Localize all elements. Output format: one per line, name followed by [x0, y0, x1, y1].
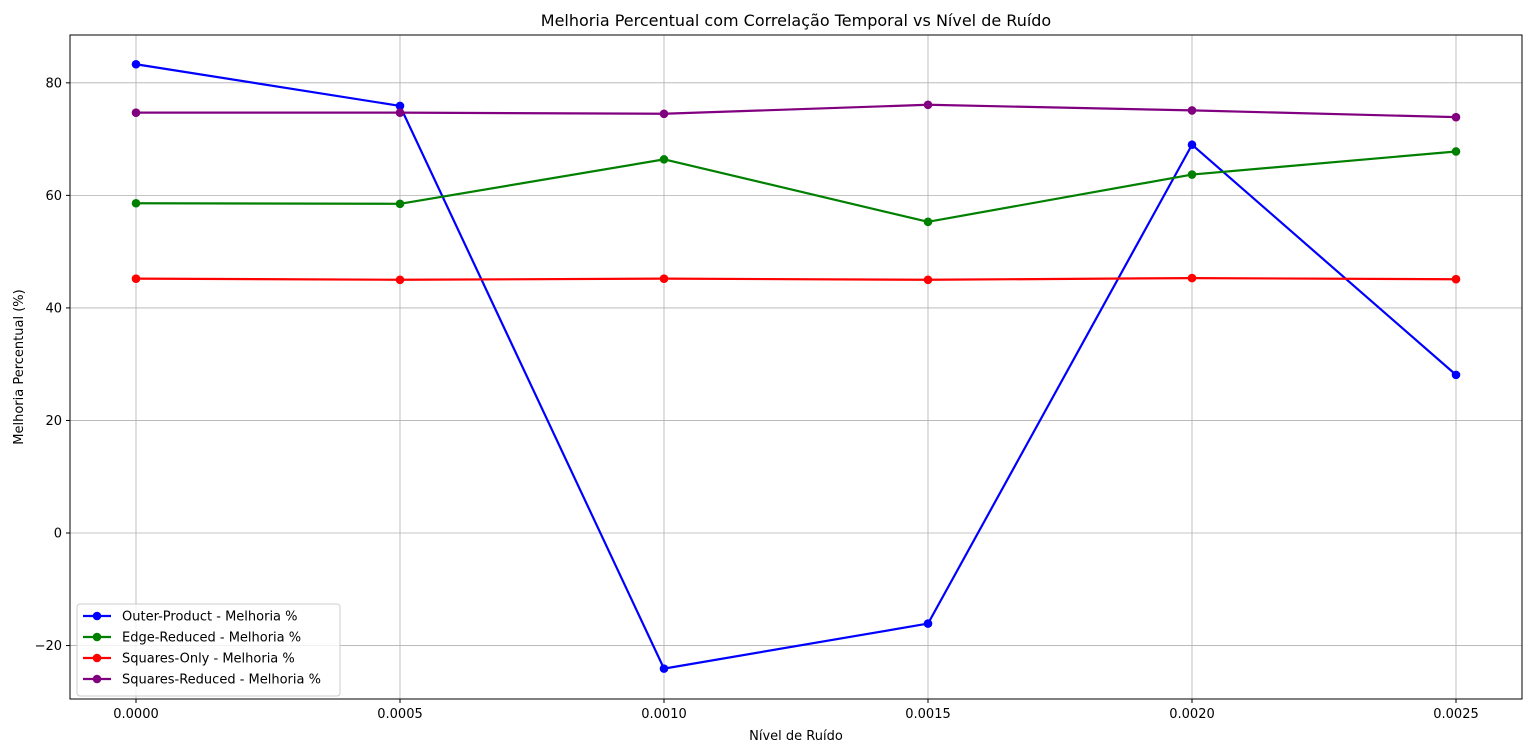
y-tick-label: 0	[54, 527, 62, 542]
x-tick-label: 0.0015	[905, 707, 951, 722]
y-tick-label: −20	[35, 639, 62, 654]
data-point	[1187, 106, 1197, 115]
data-point	[1451, 147, 1461, 156]
data-point	[131, 59, 141, 69]
data-point	[923, 619, 933, 628]
data-point	[395, 275, 405, 285]
data-point	[659, 664, 669, 673]
legend: Outer-Product - Melhoria % Edge-Reduced -…	[76, 603, 341, 697]
data-point	[131, 108, 141, 117]
data-point	[395, 101, 405, 111]
data-point	[1451, 274, 1461, 284]
data-point	[923, 100, 933, 110]
data-point	[395, 108, 405, 117]
x-tick-label: 0.0005	[377, 707, 423, 722]
y-tick-label: 60	[45, 189, 62, 204]
legend-label: Edge-Reduced - Melhoria %	[122, 631, 301, 646]
series-layer	[131, 59, 1461, 673]
data-point	[131, 198, 141, 208]
legend-entry: Outer-Product - Melhoria %	[83, 610, 298, 625]
legend-entry: Squares-Reduced - Melhoria %	[83, 673, 321, 688]
y-axis-title: Melhoria Percentual (%)	[12, 289, 27, 444]
chart-title: Melhoria Percentual com Correlação Tempo…	[541, 11, 1051, 30]
data-point	[131, 274, 141, 283]
data-point	[659, 155, 669, 164]
y-tick-label: 20	[45, 414, 62, 429]
x-tick-label: 0.0000	[113, 707, 159, 722]
data-point	[1451, 370, 1461, 380]
series-line	[135, 150, 1457, 223]
plot-frame	[69, 34, 1523, 700]
series-line	[135, 63, 1457, 670]
data-point	[1187, 140, 1197, 150]
ticks: 0.0000 0.0005 0.0010 0.0015 0.0020 0.0025 −20 0…	[35, 76, 1479, 722]
series-2	[131, 273, 1461, 285]
legend-box	[76, 603, 341, 697]
data-point	[923, 217, 933, 227]
y-tick-label: 80	[45, 76, 62, 91]
legend-entry: Squares-Only - Melhoria %	[83, 652, 295, 667]
data-point	[1187, 170, 1197, 179]
x-tick-label: 0.0025	[1433, 707, 1479, 722]
legend-label: Squares-Reduced - Melhoria %	[122, 673, 321, 688]
series-3	[131, 100, 1461, 122]
legend-entry: Edge-Reduced - Melhoria %	[83, 631, 301, 646]
legend-marker	[92, 632, 102, 642]
data-point	[1187, 273, 1197, 283]
data-point	[1451, 112, 1461, 122]
x-tick-label: 0.0010	[641, 707, 687, 722]
series-line	[135, 276, 1457, 281]
x-axis-title: Nível de Ruído	[749, 729, 843, 744]
y-tick-label: 40	[45, 301, 62, 316]
data-point	[659, 274, 669, 283]
series-1	[131, 147, 1461, 227]
legend-marker	[92, 653, 102, 663]
x-tick-label: 0.0020	[1169, 707, 1215, 722]
data-point	[659, 109, 669, 119]
series-line	[136, 103, 1457, 119]
legend-marker	[92, 611, 102, 621]
data-point	[923, 275, 933, 285]
series-0	[131, 59, 1461, 673]
legend-label: Squares-Only - Melhoria %	[122, 652, 295, 667]
legend-marker	[92, 674, 102, 684]
legend-label: Outer-Product - Melhoria %	[122, 610, 298, 625]
data-point	[395, 199, 405, 209]
grid	[70, 35, 1522, 699]
